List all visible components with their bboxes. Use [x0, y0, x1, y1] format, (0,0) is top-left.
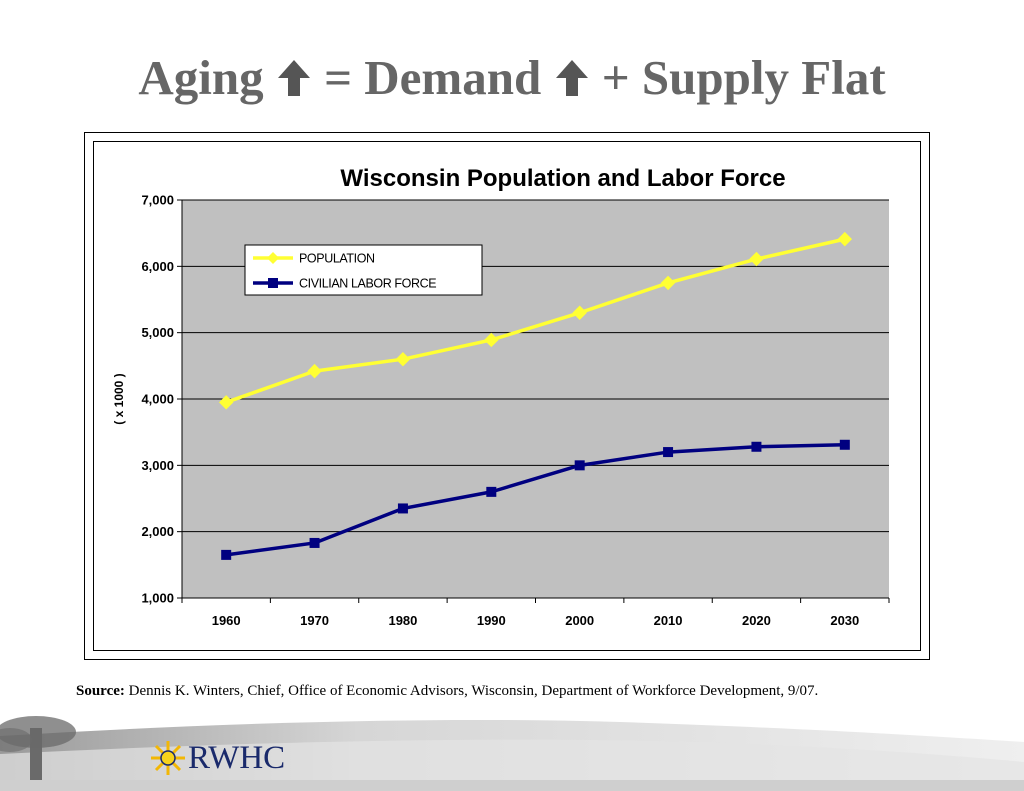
line-chart: Wisconsin Population and Labor Force 1,00…	[112, 165, 890, 628]
labor-force-marker	[309, 537, 320, 548]
slide-title: Aging = Demand + Supply Flat	[0, 48, 1024, 108]
x-tick-label: 1970	[300, 613, 329, 628]
x-tick-label: 1960	[212, 613, 241, 628]
labor-force-marker	[574, 460, 585, 471]
labor-force-marker	[839, 439, 850, 450]
population-marker	[572, 305, 587, 320]
title-part-demand: = Demand	[324, 50, 542, 105]
legend-box	[244, 244, 483, 296]
y-tick-label: 7,000	[141, 193, 174, 208]
population-marker	[749, 251, 764, 267]
source-text: Dennis K. Winters, Chief, Office of Econ…	[128, 683, 819, 699]
x-tick-label: 2010	[654, 613, 683, 628]
x-tick-label: 1990	[477, 613, 506, 628]
up-arrow-icon	[555, 60, 588, 96]
population-marker	[395, 351, 411, 367]
title-part-aging: Aging	[138, 50, 264, 105]
series-line-1	[225, 443, 845, 557]
y-tick-label: 1,000	[141, 591, 174, 606]
population-marker	[218, 395, 234, 410]
title-part-supply: + Supply Flat	[601, 50, 886, 105]
labor-force-marker	[486, 486, 497, 497]
x-tick-label: 2000	[565, 613, 594, 628]
legend-label: POPULATION	[299, 252, 375, 266]
population-marker	[837, 231, 853, 247]
source-note: Source: Dennis K. Winters, Chief, Office…	[76, 683, 1016, 700]
labor-force-marker	[751, 441, 762, 452]
y-tick-label: 4,000	[141, 392, 174, 407]
x-tick-label: 2020	[742, 613, 771, 628]
tree-silhouette-icon	[0, 716, 76, 791]
y-tick-label: 3,000	[141, 458, 174, 473]
chart-frame: Wisconsin Population and Labor Force 1,00…	[84, 132, 930, 660]
y-tick-label: 2,000	[141, 524, 174, 539]
sun-icon	[151, 741, 185, 775]
y-tick-label: 6,000	[141, 259, 174, 274]
chart-title: Wisconsin Population and Labor Force	[340, 165, 785, 192]
legend-marker	[267, 252, 279, 264]
x-tick-label: 1980	[388, 613, 417, 628]
rwhc-logo: RWHC	[150, 738, 285, 778]
series-line-0	[225, 237, 846, 404]
up-arrow-icon	[277, 60, 310, 96]
footer-landscape-banner	[0, 716, 1024, 791]
labor-force-marker	[397, 503, 408, 514]
y-axis-label: ( x 1000 )	[112, 373, 126, 424]
y-tick-label: 5,000	[141, 325, 174, 340]
source-label: Source:	[76, 683, 125, 699]
legend-label: CIVILIAN LABOR FORCE	[299, 277, 436, 291]
labor-force-marker	[221, 549, 232, 560]
population-marker	[484, 332, 499, 348]
x-tick-label: 2030	[830, 613, 859, 628]
population-marker	[660, 275, 676, 291]
logo-text: RWHC	[188, 739, 286, 776]
labor-force-marker	[663, 447, 674, 458]
legend-marker	[268, 278, 278, 288]
population-marker	[307, 363, 322, 379]
chart-area	[93, 141, 921, 651]
